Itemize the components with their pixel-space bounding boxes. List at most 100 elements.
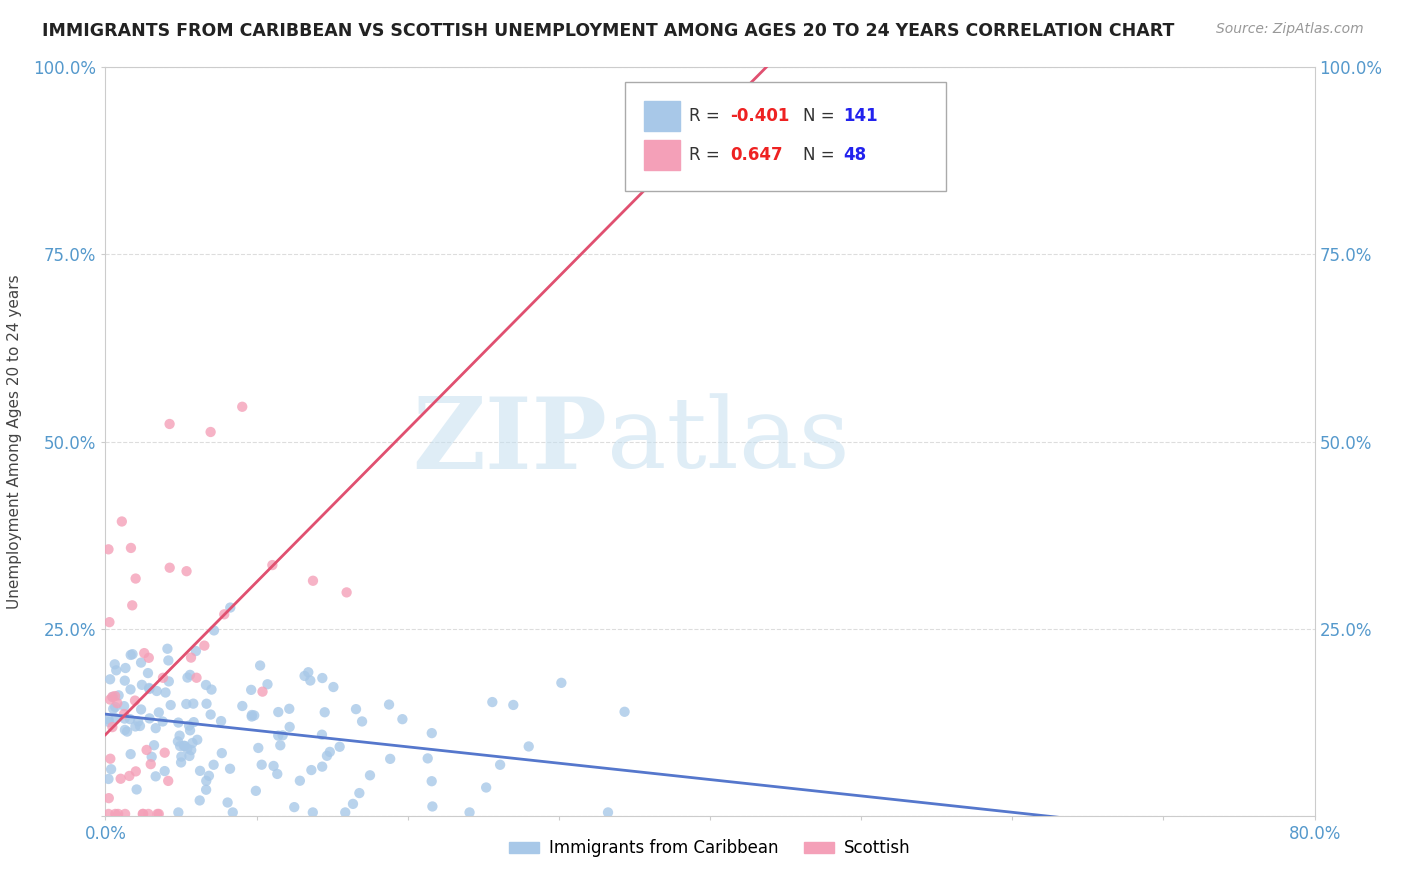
Point <box>179 668 201 682</box>
Point <box>193 639 215 653</box>
Point <box>143 738 166 752</box>
Point <box>173 739 195 753</box>
Point <box>100 762 122 776</box>
Point <box>288 773 311 788</box>
Point <box>297 665 319 680</box>
Point <box>121 647 143 661</box>
Point <box>262 558 284 572</box>
Point <box>202 624 225 638</box>
Point <box>349 786 371 800</box>
Point <box>240 682 263 697</box>
Point <box>311 759 333 773</box>
Point <box>344 702 367 716</box>
Point <box>105 663 128 677</box>
Point <box>101 690 124 704</box>
Point <box>231 400 253 414</box>
Point <box>138 711 160 725</box>
Text: 48: 48 <box>844 146 866 164</box>
Point <box>184 644 207 658</box>
Point <box>159 698 181 712</box>
Point <box>314 706 336 720</box>
Point <box>299 763 322 777</box>
Point <box>177 718 200 732</box>
Point <box>145 769 167 783</box>
Point <box>195 697 218 711</box>
Point <box>115 724 138 739</box>
Point <box>111 515 134 529</box>
Point <box>167 734 190 748</box>
Point <box>202 757 225 772</box>
Point <box>256 677 278 691</box>
Point <box>157 653 180 667</box>
Point <box>155 685 177 699</box>
Point <box>129 702 152 716</box>
Point <box>114 806 136 821</box>
Text: atlas: atlas <box>607 393 851 490</box>
Point <box>550 676 572 690</box>
Point <box>120 648 142 662</box>
Point <box>114 723 136 737</box>
Text: N =: N = <box>803 107 839 125</box>
Point <box>186 671 208 685</box>
Point <box>131 678 153 692</box>
Point <box>157 674 180 689</box>
Point <box>302 574 325 588</box>
Point <box>120 682 142 697</box>
Point <box>101 720 124 734</box>
Point <box>157 773 180 788</box>
Point <box>316 748 339 763</box>
Point <box>107 806 129 821</box>
Point <box>243 708 266 723</box>
Point <box>129 719 152 733</box>
Point <box>148 806 170 821</box>
Point <box>101 690 124 704</box>
Point <box>114 712 136 726</box>
Text: 0.647: 0.647 <box>731 146 783 164</box>
Point <box>219 600 242 615</box>
Point <box>250 757 273 772</box>
Point <box>183 715 205 730</box>
Point <box>502 698 524 712</box>
Point <box>186 732 208 747</box>
Point <box>380 752 402 766</box>
Point <box>420 774 443 789</box>
Point <box>112 707 135 722</box>
Point <box>245 784 267 798</box>
Point <box>121 599 143 613</box>
Text: R =: R = <box>689 107 725 125</box>
Point <box>240 709 263 723</box>
Point <box>231 698 253 713</box>
Point <box>278 720 301 734</box>
Point <box>416 751 439 765</box>
Point <box>138 681 160 695</box>
Point <box>104 711 127 725</box>
Point <box>152 671 174 685</box>
Point <box>195 773 218 788</box>
Point <box>138 681 160 696</box>
Point <box>336 585 359 599</box>
Point <box>138 806 160 821</box>
Point <box>194 678 217 692</box>
Point <box>176 671 198 685</box>
Point <box>181 697 204 711</box>
Point <box>145 721 167 735</box>
Bar <box>644 140 681 170</box>
Point <box>188 764 211 778</box>
Point <box>222 805 245 820</box>
Point <box>209 714 232 728</box>
Point <box>114 661 136 675</box>
Point <box>145 684 167 698</box>
Point <box>359 768 381 782</box>
Point <box>167 715 190 730</box>
Point <box>170 756 193 770</box>
Point <box>329 739 352 754</box>
Point <box>247 741 270 756</box>
Point <box>159 560 181 574</box>
Point <box>422 799 444 814</box>
Point <box>138 650 160 665</box>
Point <box>169 739 191 753</box>
Point <box>217 796 239 810</box>
Point <box>596 805 619 820</box>
Point <box>311 671 333 685</box>
Point <box>170 749 193 764</box>
